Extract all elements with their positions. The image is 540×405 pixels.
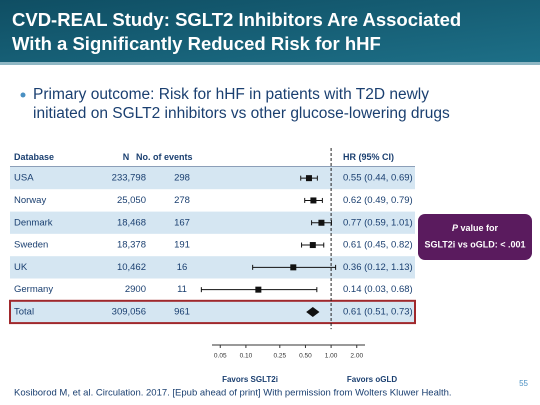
page-number: 55 [519,379,528,388]
events-cell: 191 [174,240,190,251]
row-label: Denmark [14,217,53,228]
x-tick-label: 2.00 [350,353,363,360]
events-cell: 167 [174,217,190,228]
row-label: Total [14,306,34,317]
row-label: Norway [14,195,46,206]
bullet-dot [20,92,26,98]
n-cell: 233,798 [112,173,146,184]
table-row [10,167,415,190]
n-cell: 2900 [125,284,146,295]
row-label: Germany [14,284,53,295]
hr-label: 0.62 (0.49, 0.79) [343,195,413,206]
x-tick-label: 1.00 [325,353,338,360]
column-header: Database [14,152,54,162]
n-cell: 10,462 [117,262,146,273]
n-cell: 18,468 [117,217,146,228]
annotation-text: SGLT2i vs oGLD: < .001 [424,239,525,249]
hr-label: 0.61 (0.51, 0.73) [343,306,413,317]
n-cell: 309,056 [112,306,146,317]
events-cell: 278 [174,195,190,206]
n-cell: 18,378 [117,240,146,251]
hr-label: 0.36 (0.12, 1.13) [343,262,413,273]
events-cell: 11 [177,284,187,295]
table-row [10,189,415,212]
annotation-p: P [452,223,459,233]
column-header: HR (95% CI) [343,152,394,162]
row-label: UK [14,262,28,273]
x-tick-label: 0.50 [299,353,312,360]
x-label: Favors SGLT2i [222,375,278,384]
hr-label: 0.14 (0.03, 0.68) [343,284,413,295]
hr-marker [309,242,316,249]
x-tick-label: 0.10 [240,353,253,360]
hr-marker [255,286,262,293]
title: CVD-REAL Study: SGLT2 Inhibitors Are Ass… [12,9,461,30]
hr-marker [305,175,312,182]
bullet-text: Primary outcome: Risk for hHF in patient… [33,86,429,103]
n-cell: 25,050 [117,195,146,206]
hr-label: 0.61 (0.45, 0.82) [343,240,413,251]
hr-marker [310,197,317,204]
events-cell: 16 [177,262,188,273]
table-row [10,233,415,257]
table-row [10,256,415,279]
x-tick-label: 0.05 [214,353,227,360]
forest-plot: Database N No. of events HR (95% CI) USA 233,… [9,148,416,384]
header-bar [0,0,540,62]
bullet-text: initiated on SGLT2 inhibitors vs other g… [33,105,450,122]
events-cell: 298 [174,173,190,184]
hr-marker [290,264,297,271]
row-label: Sweden [14,240,48,251]
x-label: Favors oGLD [347,375,397,384]
summary-diamond [306,306,320,317]
hr-marker [318,219,325,226]
hr-label: 0.77 (0.59, 1.01) [343,217,413,228]
annotation-box [418,214,532,260]
annotation-text: value for [461,223,499,233]
row-label: USA [14,173,34,184]
events-cell: 961 [174,306,190,317]
table-row [10,211,415,234]
title: With a Significantly Reduced Risk for hH… [12,33,381,54]
header-rule [0,62,540,65]
citation: Kosiborod M, et al. Circulation. 2017. [… [14,388,452,399]
summary-row [9,299,416,325]
column-header: No. of events [136,152,193,162]
annotation: P value for [452,223,499,233]
column-header: N [123,152,130,162]
hr-label: 0.55 (0.44, 0.69) [343,173,413,184]
x-tick-label: 0.25 [273,353,286,360]
